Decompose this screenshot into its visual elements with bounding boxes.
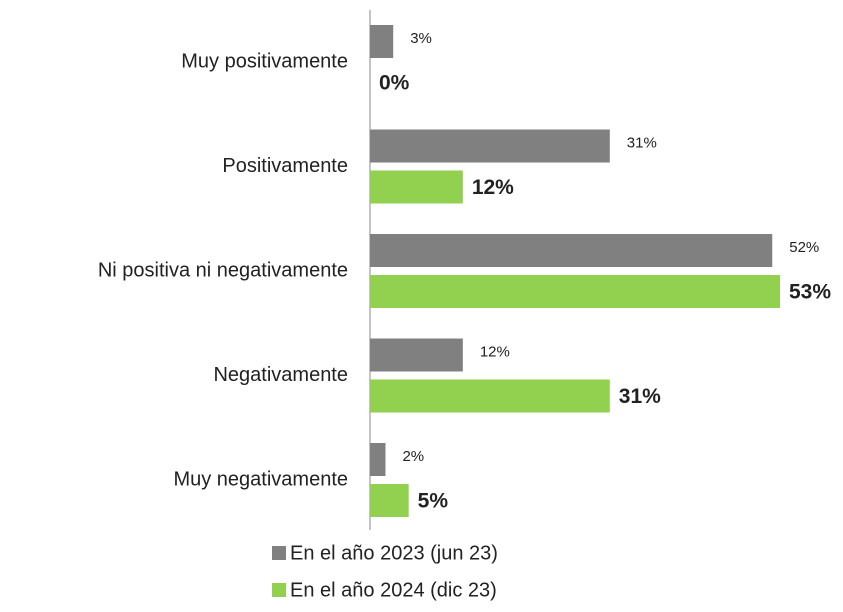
value-label: 3% — [410, 30, 432, 47]
bar — [370, 170, 463, 204]
value-label: 31% — [627, 134, 657, 151]
bar — [370, 25, 394, 58]
value-label: 12% — [472, 176, 514, 199]
value-label: 53% — [789, 281, 831, 304]
category-label: Muy positivamente — [181, 50, 348, 72]
bar — [370, 443, 386, 476]
bar — [370, 484, 409, 517]
value-label: 0% — [379, 72, 410, 95]
value-label: 52% — [789, 239, 819, 256]
value-label: 31% — [619, 385, 661, 408]
bar — [370, 129, 610, 163]
legend-swatch — [272, 583, 286, 597]
category-label: Ni positiva ni negativamente — [98, 259, 348, 281]
value-label: 12% — [480, 343, 510, 360]
value-label: 5% — [418, 490, 449, 513]
category-label: Muy negativamente — [173, 468, 348, 490]
value-label: 2% — [402, 448, 424, 465]
bar — [370, 275, 780, 308]
bar — [370, 338, 463, 372]
bar — [370, 234, 773, 267]
category-label: Positivamente — [222, 155, 348, 177]
legend-label: En el año 2023 (jun 23) — [290, 542, 498, 564]
bar — [370, 379, 610, 413]
legend-swatch — [272, 546, 286, 560]
category-label: Negativamente — [213, 364, 348, 386]
legend-label: En el año 2024 (dic 23) — [290, 579, 497, 601]
